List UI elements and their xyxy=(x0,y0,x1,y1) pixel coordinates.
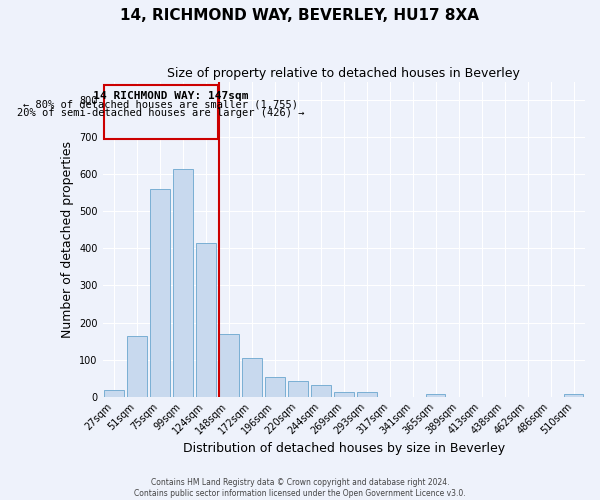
Bar xyxy=(127,336,147,396)
Y-axis label: Number of detached properties: Number of detached properties xyxy=(61,140,74,338)
Bar xyxy=(426,394,445,396)
Bar xyxy=(150,189,170,396)
Text: Contains HM Land Registry data © Crown copyright and database right 2024.
Contai: Contains HM Land Registry data © Crown c… xyxy=(134,478,466,498)
Bar xyxy=(311,385,331,396)
Text: 20% of semi-detached houses are larger (426) →: 20% of semi-detached houses are larger (… xyxy=(17,108,305,118)
Bar xyxy=(219,334,239,396)
X-axis label: Distribution of detached houses by size in Beverley: Distribution of detached houses by size … xyxy=(183,442,505,455)
Title: Size of property relative to detached houses in Beverley: Size of property relative to detached ho… xyxy=(167,68,520,80)
Bar xyxy=(196,243,216,396)
Text: ← 80% of detached houses are smaller (1,755): ← 80% of detached houses are smaller (1,… xyxy=(23,100,298,110)
Bar xyxy=(104,390,124,396)
Text: 14 RICHMOND WAY: 147sqm: 14 RICHMOND WAY: 147sqm xyxy=(73,91,248,101)
Bar xyxy=(357,392,377,396)
Bar xyxy=(334,392,353,396)
Text: 14, RICHMOND WAY, BEVERLEY, HU17 8XA: 14, RICHMOND WAY, BEVERLEY, HU17 8XA xyxy=(121,8,479,22)
Bar xyxy=(173,169,193,396)
Bar xyxy=(265,377,284,396)
Bar xyxy=(242,358,262,397)
FancyBboxPatch shape xyxy=(104,86,218,139)
Bar xyxy=(564,394,583,396)
Bar xyxy=(288,381,308,396)
